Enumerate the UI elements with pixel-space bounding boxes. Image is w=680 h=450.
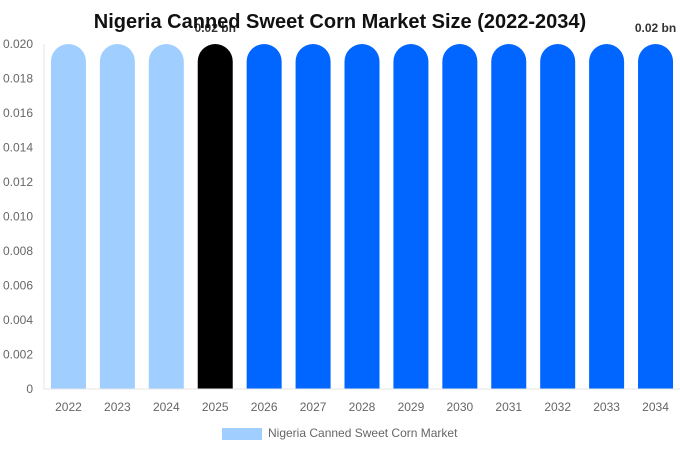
chart-title: Nigeria Canned Sweet Corn Market Size (2… [94, 11, 586, 33]
x-tick-label: 2027 [300, 400, 327, 414]
bar-2030[interactable] [442, 44, 478, 389]
bar-2032[interactable] [540, 44, 576, 389]
x-tick-label: 2024 [153, 400, 180, 414]
y-tick-label: 0.020 [3, 37, 33, 51]
data-label: 0.02 bn [195, 21, 236, 35]
axes-layer [43, 44, 680, 390]
y-axis-ticks: 0 0.002 0.004 0.006 0.008 0.010 0.012 0.014 0.01… [3, 37, 33, 396]
x-tick-label: 2025 [202, 400, 229, 414]
bar-2034[interactable] [638, 44, 674, 389]
x-tick-label: 2031 [495, 400, 522, 414]
bar-2023[interactable] [99, 44, 135, 389]
y-tick-label: 0.012 [3, 175, 33, 189]
x-tick-label: 2028 [349, 400, 376, 414]
x-tick-label: 2034 [642, 400, 669, 414]
x-tick-label: 2023 [104, 400, 131, 414]
bar-2028[interactable] [344, 44, 380, 389]
y-tick-label: 0.018 [3, 72, 33, 86]
data-labels: 0.02 bn 0.02 bn [195, 21, 677, 35]
y-tick-label: 0.010 [3, 210, 33, 224]
x-tick-label: 2026 [251, 400, 278, 414]
bar-2027[interactable] [295, 44, 331, 389]
bar-2025[interactable] [197, 44, 233, 389]
x-tick-label: 2022 [55, 400, 82, 414]
bar-2029[interactable] [393, 44, 429, 389]
bars-layer [50, 44, 674, 389]
bar-2024[interactable] [148, 44, 184, 389]
y-tick-label: 0.006 [3, 279, 33, 293]
y-tick-label: 0 [26, 382, 33, 396]
y-tick-label: 0.016 [3, 106, 33, 120]
x-axis-ticks: 2022 2023 2024 2025 2026 2027 2028 2029 2030 2031… [55, 400, 669, 414]
legend-swatch [222, 428, 262, 440]
y-tick-label: 0.014 [3, 141, 33, 155]
bar-2033[interactable] [589, 44, 625, 389]
x-tick-label: 2029 [398, 400, 425, 414]
x-tick-label: 2030 [446, 400, 473, 414]
legend[interactable]: Nigeria Canned Sweet Corn Market [222, 426, 458, 440]
bar-2026[interactable] [246, 44, 282, 389]
bar-2022[interactable] [50, 44, 86, 389]
y-tick-label: 0.002 [3, 348, 33, 362]
y-tick-label: 0.008 [3, 244, 33, 258]
bar-2031[interactable] [491, 44, 527, 389]
data-label: 0.02 bn [635, 21, 676, 35]
x-tick-label: 2032 [544, 400, 571, 414]
y-tick-label: 0.004 [3, 313, 33, 327]
x-tick-label: 2033 [593, 400, 620, 414]
legend-label: Nigeria Canned Sweet Corn Market [268, 426, 458, 440]
